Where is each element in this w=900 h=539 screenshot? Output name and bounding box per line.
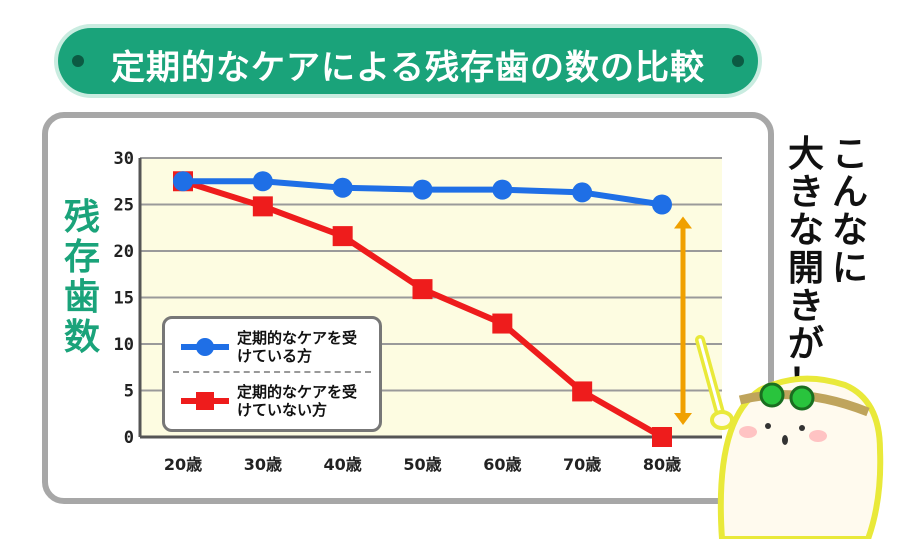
chart-title: 定期的なケアによる残存歯の数の比較 <box>111 48 705 88</box>
legend-label: 定期的なケアを受けていない方 <box>237 383 358 419</box>
x-tick-label: 70歳 <box>563 455 601 474</box>
legend-item-without-care: 定期的なケアを受けていない方 <box>173 379 373 423</box>
gap-arrow-head-top <box>674 216 692 229</box>
data-point <box>412 179 433 200</box>
comment-char: 開 <box>787 248 824 289</box>
comment-char: 大 <box>787 134 824 175</box>
y-tick-label: 5 <box>124 382 134 402</box>
comment-char: き <box>787 172 824 213</box>
x-tick-label: 20歳 <box>164 455 202 474</box>
data-point <box>652 194 672 215</box>
data-point <box>492 179 513 200</box>
legend-label: 定期的なケアを受けている方 <box>237 329 358 365</box>
legend-item-with-care: 定期的なケアを受けている方 <box>173 325 373 369</box>
data-point <box>252 196 273 217</box>
x-tick-label: 60歳 <box>483 455 521 474</box>
title-banner: 定期的なケアによる残存歯の数の比較 <box>58 28 758 94</box>
comment-char: が <box>787 324 824 365</box>
comment-char: な <box>787 210 824 251</box>
x-tick-label: 30歳 <box>244 455 282 474</box>
x-tick-label: 40歳 <box>324 455 362 474</box>
data-point <box>572 182 593 203</box>
comment-char: き <box>787 286 824 327</box>
comment-char: こ <box>831 134 868 175</box>
data-point <box>492 313 513 334</box>
legend-marker-square <box>181 392 229 410</box>
y-tick-label: 15 <box>114 289 134 309</box>
y-tick-label: 25 <box>114 196 134 216</box>
goggle-left <box>759 382 785 408</box>
title-dot-right <box>732 55 744 67</box>
y-label-char: 残 <box>63 197 100 238</box>
legend-marker-circle <box>181 338 229 356</box>
y-tick-label: 20 <box>114 242 134 262</box>
y-label-char: 存 <box>63 237 100 278</box>
comment-char: ん <box>831 172 868 213</box>
data-point <box>412 279 433 300</box>
y-tick-label: 30 <box>114 149 134 169</box>
y-axis-label: 残 存 歯 数 <box>62 198 102 358</box>
comment-column-1: こ ん な に <box>828 136 872 288</box>
gap-arrow-head-bottom <box>674 413 692 425</box>
x-tick-label: 80歳 <box>643 455 681 474</box>
goggle-right <box>789 385 815 411</box>
y-tick-label: 10 <box>114 335 134 355</box>
y-label-char: 数 <box>63 317 100 358</box>
comment-char: に <box>831 248 868 289</box>
data-point <box>652 427 672 447</box>
legend: 定期的なケアを受けている方 定期的なケアを受けていない方 <box>162 316 382 432</box>
x-tick-label: 50歳 <box>403 455 441 474</box>
comment-char: な <box>831 210 868 251</box>
y-label-char: 歯 <box>63 277 100 318</box>
data-point <box>332 177 353 198</box>
legend-divider <box>173 371 371 373</box>
data-point <box>332 226 353 247</box>
mascot-body <box>717 375 884 539</box>
data-point <box>173 171 193 192</box>
title-dot-left <box>72 55 84 67</box>
data-point <box>252 171 273 192</box>
y-tick-label: 0 <box>124 428 134 448</box>
data-point <box>572 381 593 402</box>
